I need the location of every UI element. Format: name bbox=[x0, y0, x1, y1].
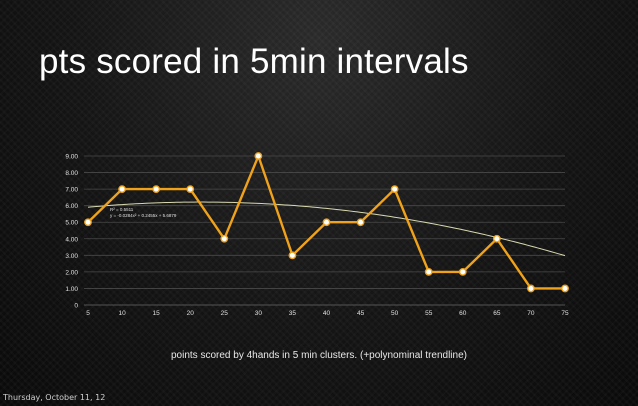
trendline-curve bbox=[87, 201, 566, 257]
data-point bbox=[118, 185, 126, 194]
x-tick-label: 35 bbox=[289, 310, 297, 317]
data-point bbox=[356, 218, 365, 227]
data-point bbox=[561, 284, 569, 293]
data-point bbox=[458, 267, 467, 276]
trendline-r2-label: R² = 0.5511 bbox=[110, 207, 134, 212]
data-point bbox=[424, 267, 433, 276]
y-tick-label: 8.00 bbox=[65, 170, 78, 177]
data-points bbox=[84, 152, 569, 293]
data-point bbox=[390, 185, 399, 194]
y-tick-label: 6.00 bbox=[65, 203, 78, 210]
y-axis-ticks: 0 1.00 2.00 3.00 4.00 5.00 6.00 7.00 8.00 9.00 bbox=[65, 154, 78, 310]
data-point bbox=[322, 218, 331, 227]
data-point bbox=[186, 185, 195, 194]
y-tick-label: 5.00 bbox=[65, 220, 78, 227]
y-tick-label: 2.00 bbox=[65, 269, 78, 276]
grid-lines bbox=[84, 155, 565, 306]
data-point bbox=[84, 218, 92, 227]
x-tick-label: 60 bbox=[459, 310, 467, 317]
data-point bbox=[152, 185, 161, 194]
x-tick-label: 55 bbox=[425, 310, 433, 317]
x-tick-label: 15 bbox=[153, 310, 161, 317]
data-point bbox=[288, 251, 297, 260]
x-tick-label: 25 bbox=[221, 310, 229, 317]
y-tick-label: 9.00 bbox=[65, 154, 78, 161]
y-tick-label: 4.00 bbox=[65, 236, 78, 243]
x-tick-label: 10 bbox=[118, 310, 126, 317]
y-tick-label: 0 bbox=[74, 303, 78, 310]
x-tick-label: 20 bbox=[187, 310, 195, 317]
chart-caption: points scored by 4hands in 5 min cluster… bbox=[171, 350, 467, 361]
footer-date: Thursday, October 11, 12 bbox=[3, 393, 106, 402]
y-tick-label: 7.00 bbox=[65, 187, 78, 194]
x-tick-label: 45 bbox=[357, 310, 365, 317]
trendline-labels: R² = 0.5511 y = -0.0284x² + 0.2455x + 5.… bbox=[110, 207, 177, 218]
data-point bbox=[220, 234, 229, 243]
x-tick-label: 5 bbox=[86, 310, 90, 317]
trendline bbox=[87, 201, 566, 257]
data-point bbox=[527, 284, 535, 293]
data-point bbox=[254, 152, 263, 160]
slide-title: pts scored in 5min intervals bbox=[39, 42, 469, 81]
y-tick-label: 1.00 bbox=[65, 286, 78, 293]
x-axis-ticks: 5 10 15 20 25 30 35 40 45 50 55 60 65 70 75 bbox=[86, 310, 569, 317]
x-tick-label: 30 bbox=[255, 310, 263, 317]
x-tick-label: 40 bbox=[323, 310, 331, 317]
data-point bbox=[492, 234, 501, 243]
y-tick-label: 3.00 bbox=[65, 253, 78, 260]
x-tick-label: 75 bbox=[561, 310, 569, 317]
x-tick-label: 70 bbox=[527, 310, 535, 317]
x-tick-label: 65 bbox=[493, 310, 501, 317]
trendline-equation-label: y = -0.0284x² + 0.2455x + 5.6879 bbox=[110, 213, 177, 218]
x-tick-label: 50 bbox=[391, 310, 399, 317]
